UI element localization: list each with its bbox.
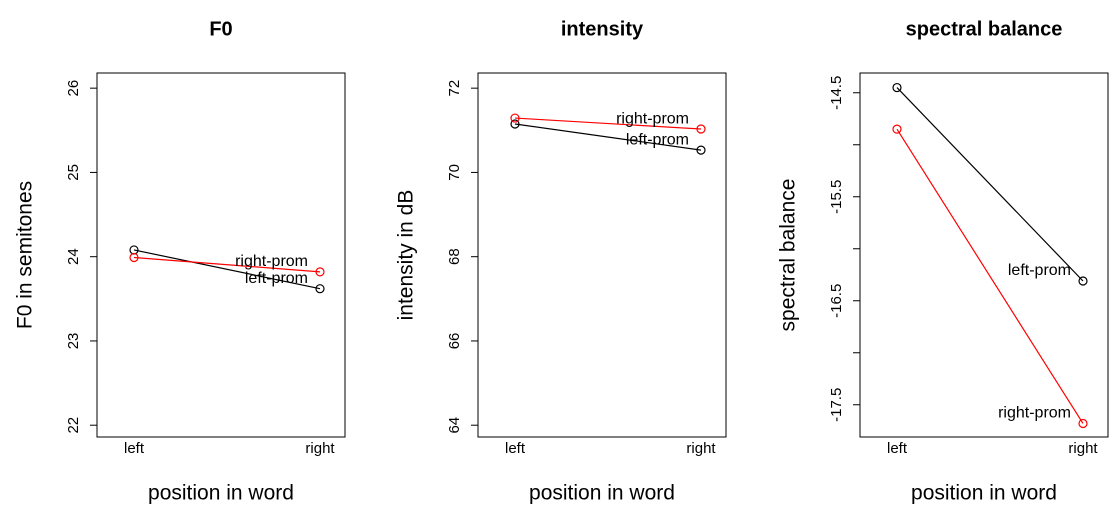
plot-box [96, 72, 346, 438]
plot-box [859, 72, 1109, 438]
x-tick-label: left [505, 440, 526, 457]
chart-title: spectral balance [906, 18, 1063, 40]
series-label: right-prom [235, 253, 308, 270]
series-label: left-prom [626, 131, 689, 148]
point [696, 124, 706, 134]
y-tick-label: -15.5 [828, 180, 845, 214]
y-axis-label: intensity in dB [395, 190, 418, 321]
chart-title: F0 [209, 18, 232, 40]
x-tick-label: left [887, 440, 908, 457]
y-tick-label: 66 [446, 333, 463, 350]
chart-title: intensity [561, 18, 644, 40]
point [696, 145, 706, 155]
y-tick-label: 72 [446, 80, 463, 97]
y-tick-label: 25 [65, 164, 82, 181]
y-tick-label: 64 [446, 417, 463, 434]
point [510, 113, 520, 123]
x-tick-label: right [1068, 440, 1098, 457]
y-axis-label: spectral balance [777, 179, 800, 332]
line [514, 117, 702, 130]
point [510, 119, 520, 129]
x-tick-label: right [305, 440, 335, 457]
line [133, 249, 321, 290]
y-tick-label: 22 [65, 417, 82, 434]
point [315, 267, 325, 277]
y-tick-label: -14.5 [828, 76, 845, 110]
y-tick-label: 23 [65, 333, 82, 350]
y-tick-label: 68 [446, 248, 463, 265]
x-axis-label: position in word [911, 482, 1057, 505]
x-tick-label: left [124, 440, 145, 457]
y-tick-label: 70 [446, 164, 463, 181]
series-label: right-prom [998, 405, 1071, 422]
point [1078, 276, 1088, 286]
line [514, 123, 702, 151]
y-tick-label: -16.5 [828, 284, 845, 318]
series-label: right-prom [616, 110, 689, 127]
point [315, 284, 325, 294]
line [896, 128, 1084, 424]
y-tick-label: 26 [65, 80, 82, 97]
series-label: left-prom [1008, 262, 1071, 279]
point [892, 82, 902, 93]
y-tick-label: -17.5 [828, 388, 845, 422]
point [129, 252, 139, 263]
x-axis-label: position in word [148, 482, 294, 505]
line [896, 87, 1084, 282]
line [133, 256, 321, 273]
y-tick-label: 24 [65, 248, 82, 265]
x-tick-label: right [686, 440, 716, 457]
point [892, 124, 902, 134]
point [1078, 418, 1088, 429]
x-axis-label: position in word [529, 482, 675, 505]
series-label: left-prom [245, 270, 308, 287]
plot-box [477, 72, 727, 438]
y-axis-label: F0 in semitones [14, 181, 37, 329]
